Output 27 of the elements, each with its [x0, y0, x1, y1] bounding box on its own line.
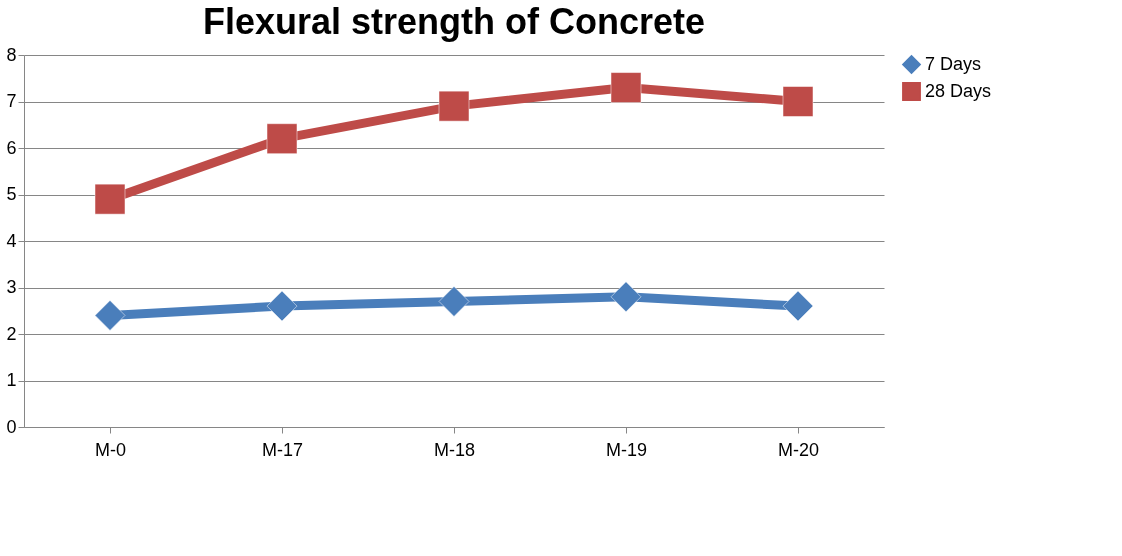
point [266, 123, 298, 154]
point [94, 183, 126, 215]
point [610, 281, 642, 313]
y-tick-label: 5 [6, 184, 17, 204]
y-tick-label: 1 [6, 370, 17, 390]
x-tick-label: M-20 [777, 439, 820, 460]
x-tick-label: M-18 [433, 439, 476, 460]
y-tick-label: 6 [6, 137, 17, 158]
y-tick-label: 3 [6, 277, 17, 297]
point [266, 290, 298, 322]
x-tick-label: M-19 [605, 439, 648, 460]
point [438, 90, 470, 122]
y-tick-label: 2 [6, 323, 17, 344]
legend-label: 28 Days [925, 80, 992, 101]
y-tick-label: 4 [6, 230, 17, 251]
x-tick-label: M-17 [261, 439, 304, 460]
legend-label: 7 Days [925, 53, 982, 74]
y-tick-label: 0 [6, 416, 17, 437]
chart-title: Flexural strength of Concrete [202, 1, 706, 42]
y-tick-label: 8 [6, 44, 17, 65]
point [782, 290, 814, 322]
point [610, 72, 642, 103]
point [438, 286, 470, 317]
x-tick-label: M-0 [95, 439, 126, 460]
y-tick-label: 7 [6, 91, 17, 111]
point [94, 300, 126, 331]
point [782, 86, 814, 117]
